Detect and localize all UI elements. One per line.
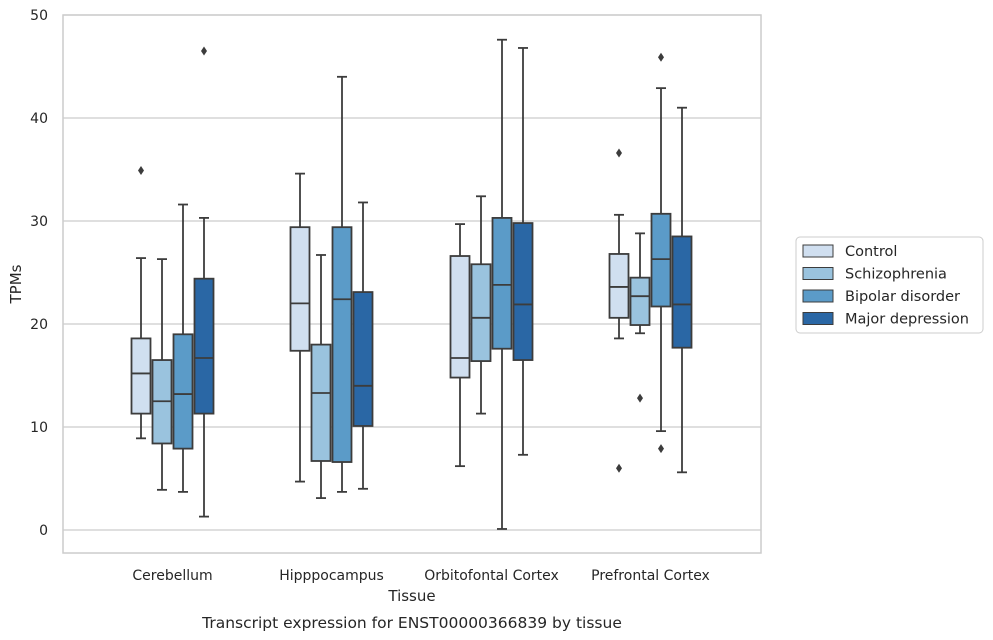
y-axis-label: TPMs [7,264,25,304]
legend-frame [795,236,984,334]
box-3-3 [671,106,693,474]
legend-label: Schizophrenia [845,267,947,283]
box-iqr [671,235,693,349]
x-tick-label: Cerebellum [132,568,212,584]
box-iqr [193,277,215,415]
y-tick-label: 20 [30,317,48,333]
box-iqr [491,217,513,350]
outlier-point [616,148,622,158]
box-2-0 [172,203,194,493]
box-3-0 [193,46,215,518]
box-1-3 [629,232,651,403]
y-tick-label: 40 [30,111,48,127]
box-iqr [608,253,630,319]
legend: Control Schizophrenia Bipolar disorder Majo… [795,236,984,334]
box-3-1 [352,201,374,490]
legend-swatch [802,289,834,303]
box-iqr [650,212,672,308]
plot-area-frame [62,14,762,554]
x-tick-label: Prefrontal Cortex [591,568,710,584]
box-1-2 [470,195,492,415]
box-iqr [470,263,492,362]
box-2-2 [491,38,513,530]
box-iqr [310,343,332,462]
box-iqr [629,276,651,326]
y-tick-label: 50 [30,8,48,24]
outlier-point [658,444,664,454]
y-tick-labels: 0 10 20 30 40 50 [30,8,48,539]
legend-swatch [802,267,834,280]
legend-label: Control [845,244,897,260]
x-axis-label: Tissue [387,587,435,605]
y-tick-label: 10 [30,420,48,436]
box-2-3 [650,52,672,454]
legend-label: Major depression [845,312,969,328]
box-iqr [289,226,311,352]
box-iqr [352,291,374,427]
box-1-0 [151,258,173,491]
box-0-0 [130,166,152,440]
box-iqr [331,226,353,463]
box-0-1 [289,172,311,483]
box-iqr [512,222,534,361]
outlier-point [658,52,664,62]
box-iqr [449,255,471,379]
legend-swatch [802,312,834,325]
x-tick-label: Hipppocampus [279,568,384,584]
box-0-2 [449,223,471,468]
box-0-3 [608,148,630,473]
box-3-2 [512,47,534,456]
figure-caption: Transcript expression for ENST0000036683… [201,614,622,632]
outlier-point [138,166,144,176]
boxes [130,38,693,530]
legend-swatch [802,244,834,258]
box-2-1 [331,75,353,493]
y-tick-label: 0 [39,523,48,539]
outlier-point [616,463,622,473]
outlier-point [201,46,207,56]
legend-label: Bipolar disorder [845,289,960,305]
x-tick-labels: Cerebellum Hipppocampus Orbitofontal Corte… [132,568,709,584]
legend-entries: Control Schizophrenia Bipolar disorder Majo… [802,244,969,328]
box-iqr [172,333,194,450]
box-1-1 [310,254,332,499]
x-tick-label: Orbitofontal Cortex [424,568,559,584]
outlier-point [637,393,643,403]
y-tick-label: 30 [30,214,48,230]
box-iqr [130,337,152,415]
